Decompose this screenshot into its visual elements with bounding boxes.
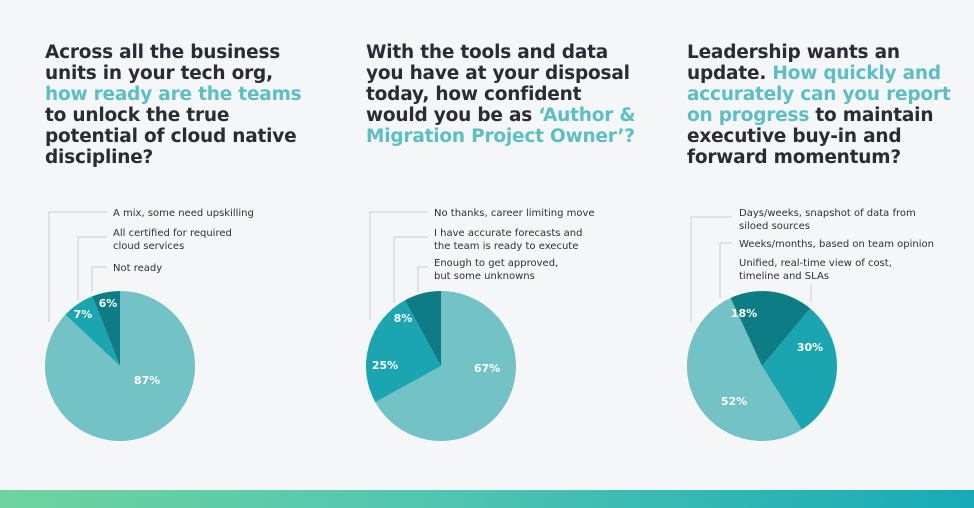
legend-label-2-1: No thanks, career limiting move (434, 208, 595, 219)
pct-label-1-1: 87% (134, 374, 160, 387)
question-3: Leadership wants an update. How quickly … (687, 42, 957, 168)
pie-2-slice-1 (375, 291, 517, 441)
leader-line-2-3 (417, 266, 428, 292)
legend-label-2-2b: the team is ready to execute (434, 241, 578, 252)
question-3-text-end: to maintain executive buy-in and forward… (687, 105, 934, 168)
legend-label-3-1a: Days/weeks, snapshot of data from (739, 208, 916, 219)
pie-3-slice-1 (762, 308, 837, 430)
pct-label-2-3: 8% (394, 312, 413, 325)
question-1: Across all the business units in your te… (45, 42, 315, 168)
leader-line-1-1 (48, 211, 107, 322)
question-3-highlight: How quickly and accurately can you repor… (687, 63, 951, 126)
leader-line-1-3 (91, 266, 107, 292)
question-2: With the tools and data you have at your… (366, 42, 636, 147)
legend-label-3-3b: timeline and SLAs (739, 271, 829, 282)
pct-label-3-3: 18% (731, 307, 757, 320)
legend-label-2-3a: Enough to get approved, (434, 258, 558, 269)
pie-chart-2: No thanks, career limiting move I have a… (366, 208, 595, 441)
legend-label-1-3: Not ready (113, 263, 162, 274)
legend-label-3-1b: siloed sources (739, 221, 810, 232)
question-2-text: With the tools and data you have at your… (366, 42, 630, 126)
pct-label-1-3: 6% (99, 297, 118, 310)
bottom-gradient-bar (0, 490, 974, 508)
pie-1-slice-2 (65, 296, 120, 366)
leader-line-2-1 (369, 211, 428, 320)
pct-label-2-2: 25% (372, 359, 398, 372)
pct-label-1-2: 7% (74, 308, 93, 321)
pie-chart-1: A mix, some need upskilling All certifie… (45, 208, 254, 441)
question-1-text-end: to unlock the true potential of cloud na… (45, 105, 297, 168)
question-1-highlight: how ready are the teams (45, 84, 302, 105)
chart-panel-3: Leadership wants an update. How quickly … (686, 0, 974, 490)
legend-label-1-2a: All certified for required (113, 228, 232, 239)
pie-1-slice-1 (45, 291, 196, 441)
chart-panel-2: With the tools and data you have at your… (366, 0, 690, 490)
legend-label-2-3b: but some unknowns (434, 271, 535, 282)
leader-line-3-2 (719, 242, 732, 298)
pie-2-slice-2 (366, 300, 441, 403)
pie-1-slice-3 (92, 291, 120, 366)
legend-label-2-2a: I have accurate forecasts and (434, 228, 582, 239)
pie-2-slice-3 (404, 291, 441, 366)
pie-3-slice-3 (730, 291, 811, 366)
legend-label-3-2: Weeks/months, based on team opinion (739, 239, 934, 250)
pie-chart-3: Days/weeks, snapshot of data from siloed… (686, 208, 934, 442)
legend-label-3-3a: Unified, real-time view of cost, (739, 258, 892, 269)
question-1-text: Across all the business units in your te… (45, 42, 281, 84)
legend-label-1-2b: cloud services (113, 241, 184, 252)
leader-line-3-1 (690, 216, 732, 322)
question-2-highlight: ‘Author & Migration Project Owner’? (366, 105, 636, 147)
leader-line-1-2 (77, 236, 107, 300)
pie-3-slice-2 (686, 297, 802, 442)
question-3-text: Leadership wants an update. (687, 42, 900, 84)
pct-label-3-1: 30% (797, 341, 823, 354)
chart-panel-1: Across all the business units in your te… (45, 0, 369, 490)
pct-label-2-1: 67% (474, 362, 500, 375)
pct-label-3-2: 52% (721, 395, 747, 408)
leader-line-2-2 (393, 236, 428, 303)
legend-label-1-1: A mix, some need upskilling (113, 208, 254, 219)
